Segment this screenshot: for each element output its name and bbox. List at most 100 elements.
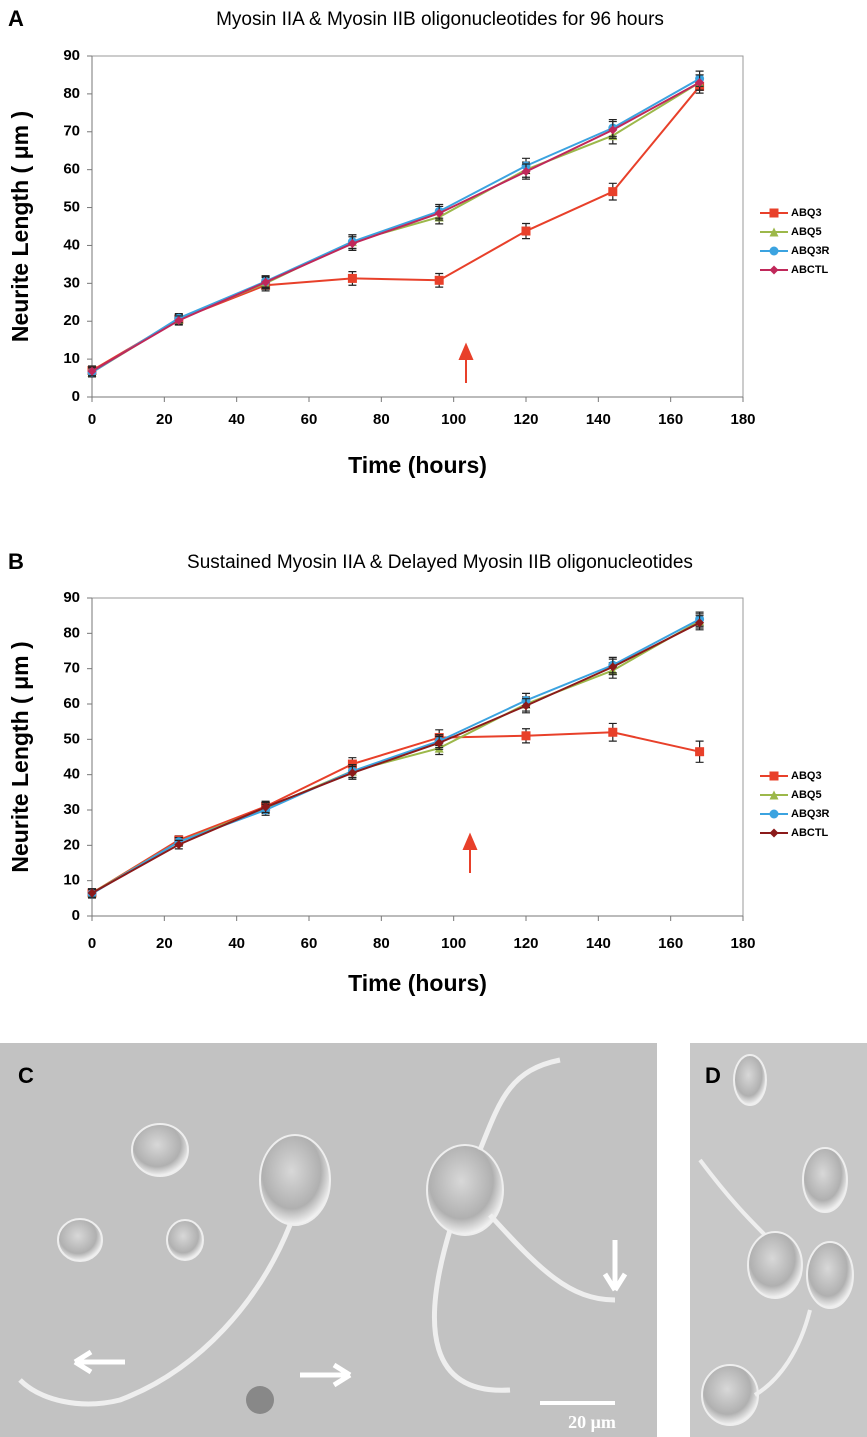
series-line bbox=[91, 618, 701, 895]
marker bbox=[521, 731, 531, 741]
x-tick-label: 160 bbox=[658, 411, 683, 428]
marker bbox=[434, 208, 444, 218]
marker bbox=[347, 759, 357, 769]
marker bbox=[347, 273, 357, 283]
x-tick-label: 100 bbox=[441, 935, 466, 952]
annotation-arrow bbox=[458, 342, 474, 383]
legend-label: ABCTL bbox=[791, 827, 829, 839]
y-tick-label: 70 bbox=[63, 660, 80, 677]
marker bbox=[87, 888, 97, 898]
x-tick-label: 180 bbox=[730, 411, 755, 428]
y-tick-label: 10 bbox=[63, 872, 80, 889]
x-tick-label: 20 bbox=[156, 935, 173, 952]
x-tick-label: 60 bbox=[301, 935, 318, 952]
plot-frame bbox=[91, 55, 744, 398]
marker bbox=[695, 78, 705, 88]
series-line bbox=[91, 621, 701, 894]
legend-marker bbox=[769, 246, 779, 256]
legend-marker bbox=[769, 790, 779, 800]
marker bbox=[608, 125, 618, 135]
panel-label: C bbox=[18, 1063, 34, 1088]
legend-label: ABCTL bbox=[791, 264, 829, 276]
y-tick-label: 30 bbox=[63, 274, 80, 291]
chart-title: Myosin IIA & Myosin IIB oligonucleotides… bbox=[216, 9, 664, 30]
x-tick-label: 140 bbox=[586, 935, 611, 952]
chart-title: Sustained Myosin IIA & Delayed Myosin II… bbox=[187, 552, 693, 573]
series-line bbox=[91, 77, 701, 374]
y-tick-label: 0 bbox=[72, 388, 80, 405]
y-tick-label: 40 bbox=[63, 766, 80, 783]
x-tick-label: 180 bbox=[730, 935, 755, 952]
panel-label: A bbox=[8, 6, 24, 31]
x-axis-label: Time (hours) bbox=[348, 452, 487, 478]
marker bbox=[695, 747, 705, 757]
x-tick-label: 160 bbox=[658, 935, 683, 952]
y-tick-label: 0 bbox=[72, 907, 80, 924]
legend-label: ABQ3R bbox=[791, 808, 830, 820]
y-tick-label: 50 bbox=[63, 730, 80, 747]
y-tick-label: 80 bbox=[63, 85, 80, 102]
marker bbox=[608, 662, 618, 672]
y-tick-label: 30 bbox=[63, 801, 80, 818]
y-tick-label: 20 bbox=[63, 312, 80, 329]
y-axis-label: Neurite Length ( μm ) bbox=[7, 111, 33, 342]
x-tick-label: 120 bbox=[513, 935, 538, 952]
y-tick-label: 70 bbox=[63, 123, 80, 140]
marker bbox=[87, 366, 97, 376]
legend-label: ABQ3 bbox=[791, 207, 822, 219]
marker bbox=[174, 840, 184, 850]
x-tick-label: 80 bbox=[373, 411, 390, 428]
legend-marker bbox=[769, 809, 779, 819]
legend-label: ABQ3 bbox=[791, 770, 822, 782]
marker bbox=[695, 618, 705, 628]
marker bbox=[608, 187, 618, 197]
legend-label: ABQ3R bbox=[791, 245, 830, 257]
y-tick-label: 40 bbox=[63, 236, 80, 253]
marker bbox=[261, 802, 271, 812]
marker bbox=[434, 738, 444, 748]
x-tick-label: 60 bbox=[301, 411, 318, 428]
y-tick-label: 10 bbox=[63, 350, 80, 367]
marker bbox=[261, 277, 271, 287]
marker bbox=[434, 275, 444, 285]
y-tick-label: 90 bbox=[63, 589, 80, 606]
y-tick-label: 60 bbox=[63, 161, 80, 178]
legend-marker bbox=[769, 828, 779, 838]
legend-label: ABQ5 bbox=[791, 226, 822, 238]
marker bbox=[521, 167, 531, 177]
legend-marker bbox=[769, 227, 779, 237]
marker bbox=[174, 315, 184, 325]
scale-bar-label: 20 μm bbox=[568, 1412, 616, 1432]
x-axis-label: Time (hours) bbox=[348, 970, 487, 996]
y-tick-label: 90 bbox=[63, 47, 80, 64]
series-line bbox=[91, 731, 700, 894]
marker bbox=[521, 226, 531, 236]
y-axis-label: Neurite Length ( μm ) bbox=[7, 641, 33, 872]
micrograph-d: D bbox=[690, 1043, 867, 1437]
marker bbox=[347, 239, 357, 249]
x-tick-label: 0 bbox=[88, 935, 96, 952]
series-line bbox=[91, 81, 701, 373]
x-tick-label: 100 bbox=[441, 411, 466, 428]
annotation-arrow bbox=[462, 832, 478, 873]
legend-marker bbox=[769, 771, 779, 781]
y-tick-label: 50 bbox=[63, 199, 80, 216]
legend-marker bbox=[769, 265, 779, 275]
y-tick-label: 60 bbox=[63, 695, 80, 712]
y-tick-label: 80 bbox=[63, 624, 80, 641]
marker bbox=[347, 768, 357, 778]
x-tick-label: 20 bbox=[156, 411, 173, 428]
marker bbox=[521, 701, 531, 711]
x-tick-label: 80 bbox=[373, 935, 390, 952]
legend-marker bbox=[769, 208, 779, 218]
marker bbox=[608, 727, 618, 737]
legend-label: ABQ5 bbox=[791, 789, 822, 801]
x-tick-label: 120 bbox=[513, 411, 538, 428]
x-tick-label: 140 bbox=[586, 411, 611, 428]
plot-frame bbox=[91, 597, 744, 917]
x-tick-label: 0 bbox=[88, 411, 96, 428]
y-tick-label: 20 bbox=[63, 836, 80, 853]
x-tick-label: 40 bbox=[228, 411, 245, 428]
micrograph-c: 20 μm C bbox=[0, 1043, 657, 1437]
